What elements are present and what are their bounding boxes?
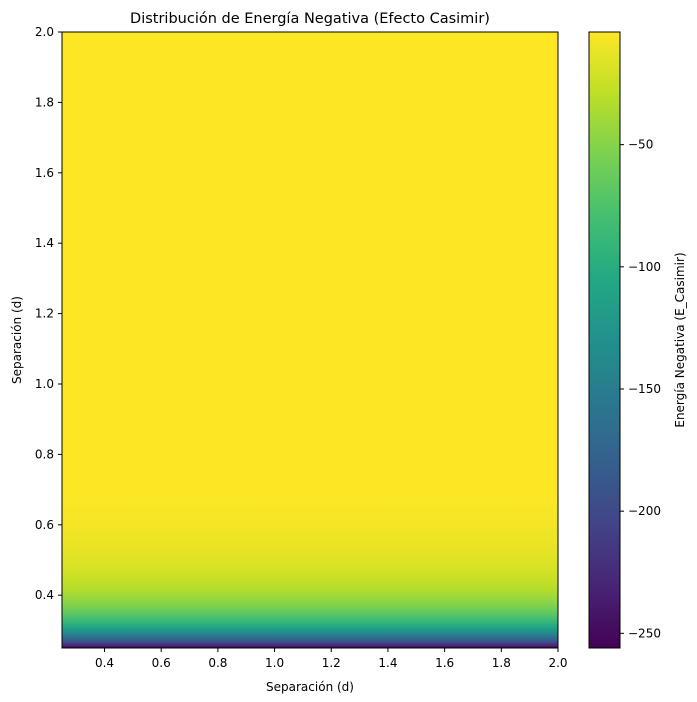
x-tick-label: 1.8 [492,656,511,670]
x-tick-label: 1.4 [378,656,397,670]
colorbar-tick-label: −200 [628,504,661,518]
y-tick-label: 1.4 [35,236,54,250]
y-axis-label: Separación (d) [10,296,24,384]
x-tick-label: 0.4 [95,656,114,670]
y-tick-label: 1.8 [35,95,54,109]
y-tick-label: 2.0 [35,25,54,39]
colorbar-tick-label: −50 [628,138,653,152]
y-axis-ticks: 0.4 0.6 0.8 1.0 1.2 1.4 1.6 1.8 2.0 [35,25,62,602]
colorbar [589,32,620,648]
y-tick-label: 1.0 [35,377,54,391]
y-tick-label: 1.6 [35,166,54,180]
y-tick-label: 0.6 [35,518,54,532]
x-tick-label: 1.0 [265,656,284,670]
colorbar-tick-label: −250 [628,626,661,640]
x-tick-label: 1.2 [322,656,341,670]
heatmap-area [62,32,558,648]
y-tick-label: 1.2 [35,307,54,321]
x-axis-ticks: 0.4 0.6 0.8 1.0 1.2 1.4 1.6 1.8 2.0 [95,648,568,670]
x-tick-label: 0.6 [152,656,171,670]
x-tick-label: 1.6 [435,656,454,670]
colorbar-ticks: −50 −100 −150 −200 −250 [620,138,661,640]
chart-title: Distribución de Energía Negativa (Efecto… [130,11,490,27]
x-tick-label: 2.0 [548,656,567,670]
x-axis-label: Separación (d) [266,680,354,694]
colorbar-tick-label: −150 [628,382,661,396]
colorbar-frame [588,31,621,649]
x-tick-label: 0.8 [208,656,227,670]
y-tick-label: 0.8 [35,447,54,461]
colorbar-tick-label: −100 [628,260,661,274]
colorbar-label: Energía Negativa (E_Casimir) [673,252,687,427]
y-tick-label: 0.4 [35,588,54,602]
plot-frame [61,31,559,649]
